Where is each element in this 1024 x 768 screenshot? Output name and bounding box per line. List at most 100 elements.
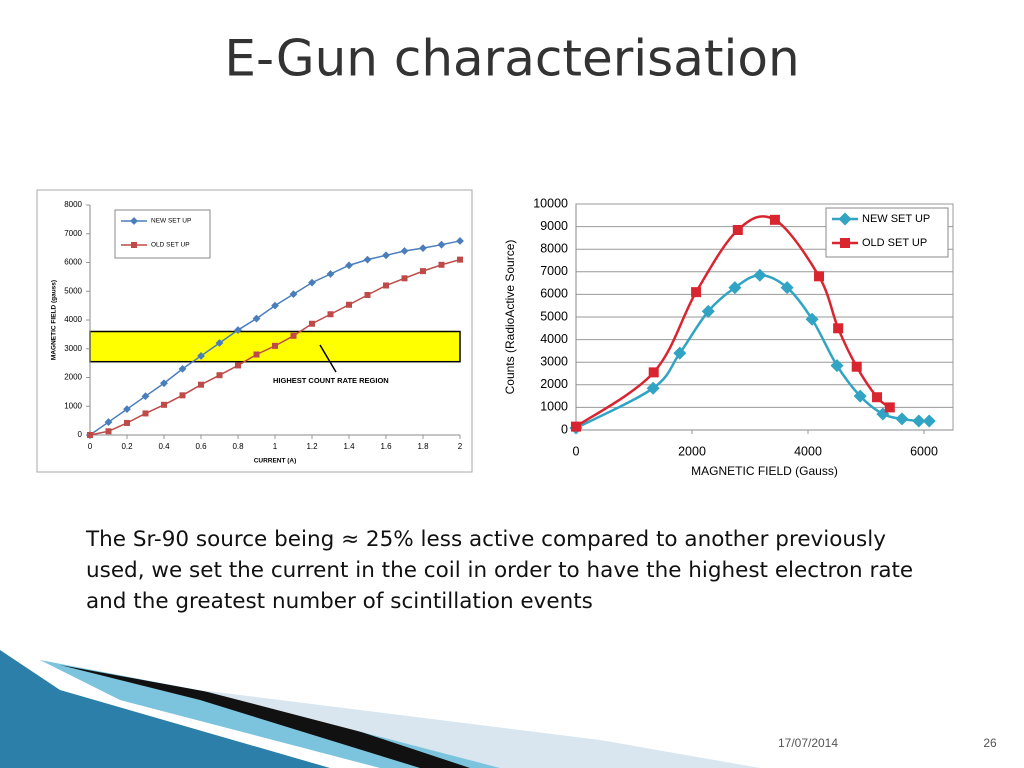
data-point bbox=[571, 421, 581, 432]
legend-label: NEW SET UP bbox=[862, 213, 930, 225]
data-point bbox=[780, 281, 794, 295]
y-tick-label: 8000 bbox=[64, 200, 82, 209]
y-tick-label: 1000 bbox=[64, 401, 82, 410]
data-point bbox=[179, 392, 186, 399]
legend-box bbox=[114, 209, 211, 259]
legend-marker bbox=[840, 238, 850, 248]
data-point bbox=[216, 372, 223, 379]
data-point bbox=[728, 281, 742, 295]
data-point bbox=[309, 320, 315, 327]
x-tick-label: 0.2 bbox=[121, 442, 133, 451]
decoration bbox=[200, 690, 760, 768]
y-tick-label: 6000 bbox=[64, 258, 82, 267]
data-point bbox=[895, 412, 909, 426]
body-text: The Sr-90 source being ≈ 25% less active… bbox=[86, 527, 914, 614]
y-tick-label: 6000 bbox=[540, 287, 568, 301]
legend-marker bbox=[838, 212, 852, 226]
data-point bbox=[289, 290, 298, 299]
y-tick-label: 4000 bbox=[540, 332, 568, 346]
data-point bbox=[235, 362, 241, 369]
date: 17/07/2014 bbox=[778, 736, 838, 750]
data-point bbox=[872, 392, 883, 403]
decoration bbox=[0, 650, 330, 768]
x-tick-label: 1.6 bbox=[380, 442, 392, 451]
data-point bbox=[753, 268, 767, 282]
data-point bbox=[673, 346, 687, 360]
data-point bbox=[769, 214, 780, 225]
data-point bbox=[437, 240, 446, 249]
data-point bbox=[253, 351, 260, 358]
data-point bbox=[161, 401, 167, 408]
series-line bbox=[575, 273, 930, 430]
data-point bbox=[814, 271, 825, 282]
y-tick-label: 1000 bbox=[540, 400, 568, 414]
data-point bbox=[456, 237, 464, 245]
data-point bbox=[178, 364, 187, 373]
y-tick-label: 3000 bbox=[540, 354, 568, 368]
data-point bbox=[851, 361, 862, 372]
data-point bbox=[271, 301, 279, 310]
x-tick-label: 0 bbox=[573, 444, 580, 458]
data-point bbox=[701, 304, 715, 318]
legend-label: NEW SET UP bbox=[151, 218, 191, 225]
data-point bbox=[732, 224, 743, 235]
annotation-pointer bbox=[319, 344, 337, 373]
y-tick-label: 2000 bbox=[64, 373, 82, 382]
decoration bbox=[60, 665, 470, 768]
data-point bbox=[326, 270, 335, 278]
data-point bbox=[142, 410, 149, 417]
legend-marker bbox=[131, 242, 137, 248]
data-point bbox=[401, 275, 408, 282]
data-point bbox=[646, 381, 660, 395]
data-point bbox=[290, 332, 297, 339]
y-tick-label: 5000 bbox=[540, 309, 568, 323]
data-point bbox=[884, 402, 895, 413]
data-point bbox=[457, 256, 463, 263]
data-point bbox=[912, 414, 926, 428]
y-tick-label: 9000 bbox=[540, 219, 568, 233]
data-point bbox=[215, 339, 224, 347]
x-tick-label: 0.4 bbox=[158, 442, 170, 451]
x-axis-title: CURRENT (A) bbox=[254, 458, 297, 465]
data-point bbox=[383, 282, 389, 289]
data-point bbox=[346, 301, 352, 308]
data-point bbox=[234, 326, 242, 334]
y-tick-label: 2000 bbox=[540, 377, 568, 391]
legend-marker bbox=[130, 217, 138, 225]
page-number: 26 bbox=[983, 736, 997, 750]
data-point bbox=[198, 381, 204, 388]
x-tick-label: 1.2 bbox=[306, 442, 318, 451]
x-tick-label: 0 bbox=[88, 442, 93, 451]
x-tick-label: 2000 bbox=[678, 444, 706, 458]
data-point bbox=[648, 367, 659, 378]
charts: 0 1000 2000 3000 4000 5000 6000 7000 8000 0 0.2 0.4… bbox=[51, 196, 954, 478]
y-tick-label: 5000 bbox=[64, 286, 82, 295]
y-axis-title: MAGNETIC FIELD (gauss) bbox=[51, 280, 58, 360]
y-tick-label: 8000 bbox=[540, 241, 568, 255]
data-point bbox=[419, 244, 427, 253]
data-point bbox=[272, 342, 278, 349]
data-point bbox=[833, 323, 844, 334]
data-point bbox=[345, 261, 353, 270]
data-point bbox=[104, 418, 113, 426]
data-point bbox=[805, 312, 819, 326]
series-line bbox=[575, 215, 891, 428]
data-point bbox=[363, 255, 372, 264]
data-point bbox=[123, 405, 131, 414]
data-point bbox=[252, 314, 261, 323]
legend-label: OLD SET UP bbox=[151, 242, 190, 249]
x-tick-label: 0.6 bbox=[195, 442, 207, 451]
data-point bbox=[141, 392, 150, 401]
data-point bbox=[105, 428, 112, 435]
data-point bbox=[364, 291, 371, 298]
data-point bbox=[327, 311, 334, 318]
x-tick-label: 1.4 bbox=[343, 442, 355, 451]
y-tick-label: 0 bbox=[78, 430, 83, 439]
x-axis-title: MAGNETIC FIELD (Gauss) bbox=[691, 464, 838, 478]
data-point bbox=[830, 359, 844, 373]
data-point bbox=[160, 379, 168, 388]
y-tick-label: 7000 bbox=[64, 229, 82, 238]
x-tick-label: 2 bbox=[458, 442, 463, 451]
y-tick-label: 7000 bbox=[540, 264, 568, 278]
